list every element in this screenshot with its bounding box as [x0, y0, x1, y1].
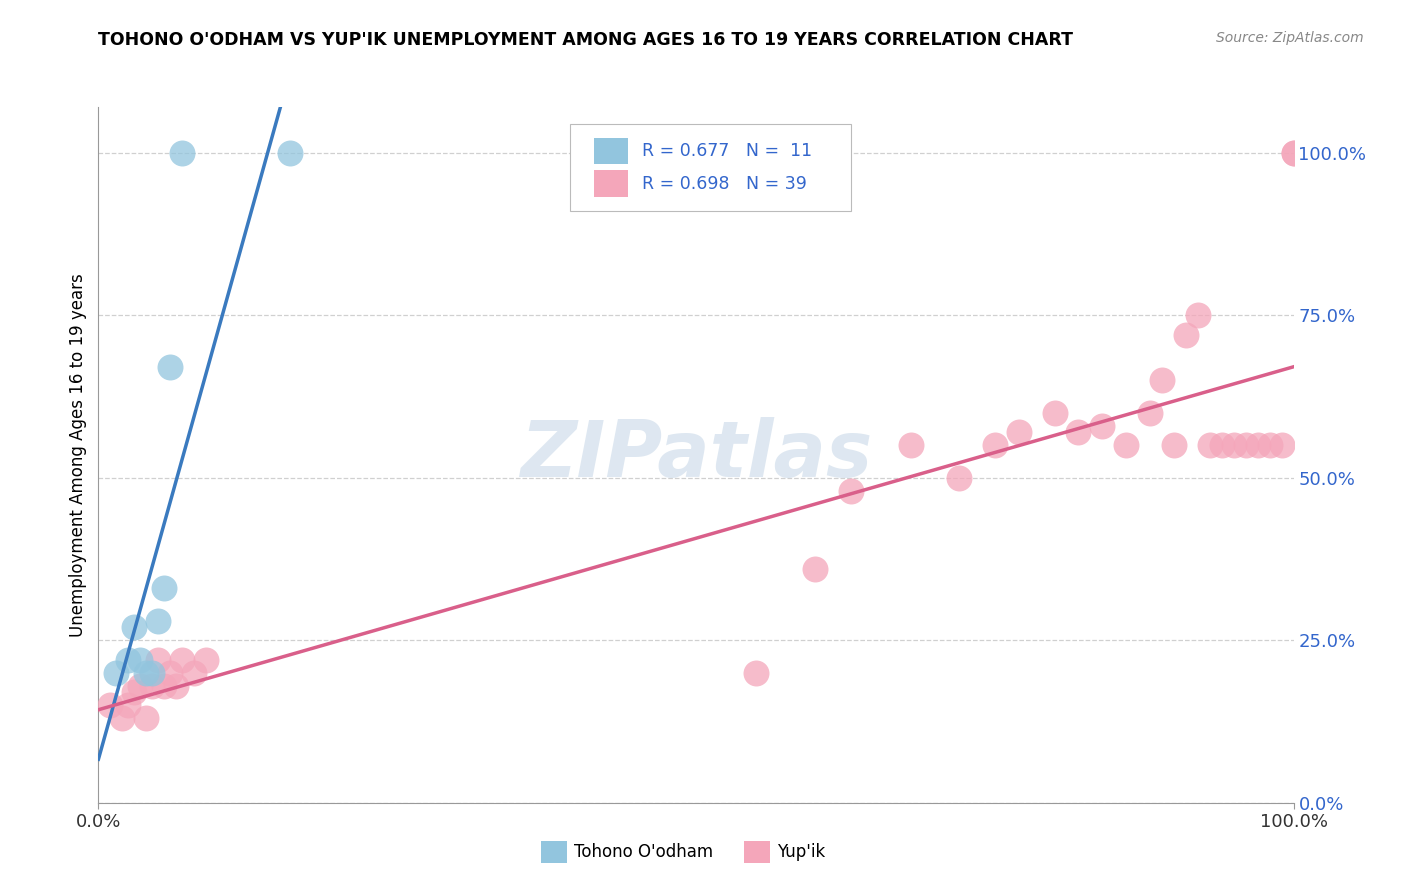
- Point: [900, 438, 922, 452]
- Point: [948, 471, 970, 485]
- Text: R = 0.677   N =  11: R = 0.677 N = 11: [643, 142, 813, 160]
- Point: [804, 562, 827, 576]
- FancyBboxPatch shape: [595, 170, 628, 197]
- FancyBboxPatch shape: [571, 124, 851, 211]
- Point: [1246, 438, 1268, 452]
- Point: [983, 438, 1005, 452]
- Point: [1187, 308, 1209, 322]
- Point: [194, 653, 217, 667]
- Point: [172, 653, 194, 667]
- Point: [1150, 373, 1173, 387]
- Point: [111, 711, 134, 725]
- Point: [159, 665, 181, 680]
- Text: ZIPatlas: ZIPatlas: [520, 417, 872, 493]
- Point: [117, 653, 139, 667]
- Point: [1043, 406, 1066, 420]
- Text: Source: ZipAtlas.com: Source: ZipAtlas.com: [1216, 31, 1364, 45]
- Point: [1234, 438, 1257, 452]
- Point: [278, 145, 301, 160]
- Point: [129, 653, 152, 667]
- Point: [1222, 438, 1246, 452]
- Point: [1258, 438, 1281, 452]
- Point: [105, 665, 128, 680]
- Point: [1175, 327, 1198, 342]
- Point: [159, 360, 181, 375]
- Point: [1139, 406, 1161, 420]
- Text: TOHONO O'ODHAM VS YUP'IK UNEMPLOYMENT AMONG AGES 16 TO 19 YEARS CORRELATION CHAR: TOHONO O'ODHAM VS YUP'IK UNEMPLOYMENT AM…: [98, 31, 1073, 49]
- Point: [124, 685, 146, 699]
- Point: [135, 711, 157, 725]
- FancyBboxPatch shape: [540, 841, 567, 863]
- Point: [153, 581, 176, 595]
- Point: [1115, 438, 1137, 452]
- Point: [148, 653, 170, 667]
- FancyBboxPatch shape: [744, 841, 770, 863]
- Point: [1271, 438, 1294, 452]
- Point: [1198, 438, 1220, 452]
- Y-axis label: Unemployment Among Ages 16 to 19 years: Unemployment Among Ages 16 to 19 years: [69, 273, 87, 637]
- Point: [1282, 145, 1305, 160]
- Point: [141, 679, 163, 693]
- Point: [141, 665, 163, 680]
- Point: [129, 679, 152, 693]
- Point: [839, 483, 862, 498]
- Text: Tohono O'odham: Tohono O'odham: [574, 843, 713, 861]
- Point: [1067, 425, 1090, 439]
- Point: [1163, 438, 1185, 452]
- Point: [153, 679, 176, 693]
- Point: [165, 679, 187, 693]
- Point: [1211, 438, 1233, 452]
- Point: [183, 665, 205, 680]
- Point: [98, 698, 122, 713]
- Point: [1091, 418, 1114, 433]
- Point: [135, 665, 157, 680]
- Point: [148, 614, 170, 628]
- Point: [117, 698, 139, 713]
- Text: R = 0.698   N = 39: R = 0.698 N = 39: [643, 175, 807, 193]
- Point: [124, 620, 146, 634]
- Point: [745, 665, 768, 680]
- Point: [1282, 145, 1305, 160]
- Text: Yup'ik: Yup'ik: [778, 843, 825, 861]
- Point: [1007, 425, 1029, 439]
- Point: [172, 145, 194, 160]
- FancyBboxPatch shape: [595, 137, 628, 164]
